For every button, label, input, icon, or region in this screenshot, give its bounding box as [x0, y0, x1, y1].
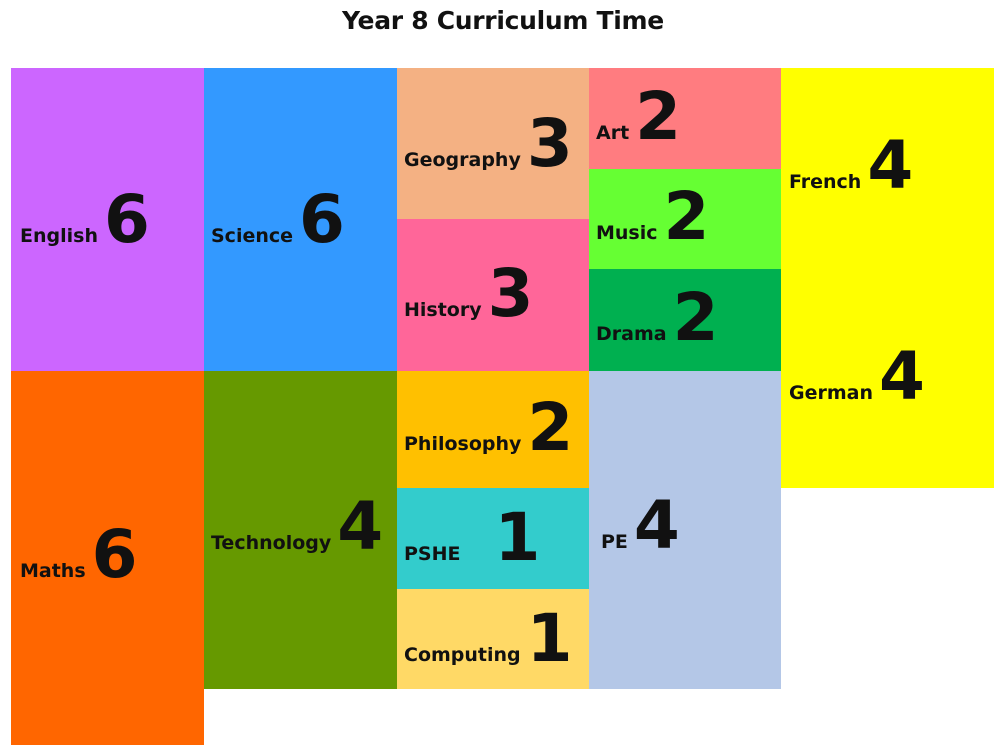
page-title: Year 8 Curriculum Time — [342, 6, 664, 35]
tile-maths: Maths 6 — [11, 371, 204, 745]
subject-hours: 2 — [635, 78, 682, 155]
tile-history: History 3 — [397, 219, 589, 371]
subject-hours: 4 — [879, 338, 925, 415]
subject-name: Geography — [404, 149, 521, 171]
subject-name: History — [404, 299, 482, 321]
subject-name: Technology — [211, 532, 332, 554]
tile-pe: PE 4 — [589, 371, 781, 689]
subject-name: Art — [596, 122, 630, 144]
tile-pshe: PSHE 1 — [397, 488, 589, 589]
subject-name: Computing — [404, 644, 521, 666]
subject-name: English — [20, 225, 98, 247]
tile-computing: Computing 1 — [397, 589, 589, 689]
tile-french: French 4 — [781, 68, 994, 285]
subject-name: PSHE — [404, 543, 461, 565]
subject-hours: 4 — [867, 127, 914, 204]
tile-drama: Drama 2 — [589, 269, 781, 371]
subject-name: French — [789, 171, 862, 193]
tile-german: German 4 — [781, 285, 994, 488]
tile-technology: Technology 4 — [204, 371, 397, 689]
subject-name: PE — [601, 531, 628, 553]
subject-name: German — [789, 382, 873, 404]
subject-hours: 1 — [526, 600, 573, 677]
subject-hours: 4 — [337, 488, 384, 565]
tile-philosophy: Philosophy 2 — [397, 371, 589, 488]
subject-name: Music — [596, 222, 658, 244]
subject-name: Philosophy — [404, 433, 522, 455]
subject-hours: 2 — [663, 178, 710, 255]
subject-hours: 2 — [527, 389, 574, 466]
tile-geography: Geography 3 — [397, 68, 589, 219]
subject-hours: 2 — [672, 279, 719, 356]
tile-music: Music 2 — [589, 169, 781, 269]
subject-hours: 1 — [494, 499, 541, 576]
subject-hours: 3 — [526, 105, 573, 182]
subject-hours: 6 — [103, 181, 150, 258]
subject-name: Drama — [596, 323, 667, 345]
subject-hours: 3 — [487, 255, 534, 332]
subject-hours: 4 — [633, 487, 680, 564]
subject-name: Maths — [20, 560, 86, 582]
tile-english: English 6 — [11, 68, 204, 371]
tile-science: Science 6 — [204, 68, 397, 371]
tile-art: Art 2 — [589, 68, 781, 169]
subject-hours: 6 — [299, 181, 345, 258]
subject-name: Science — [211, 225, 294, 247]
subject-hours: 6 — [91, 516, 138, 593]
